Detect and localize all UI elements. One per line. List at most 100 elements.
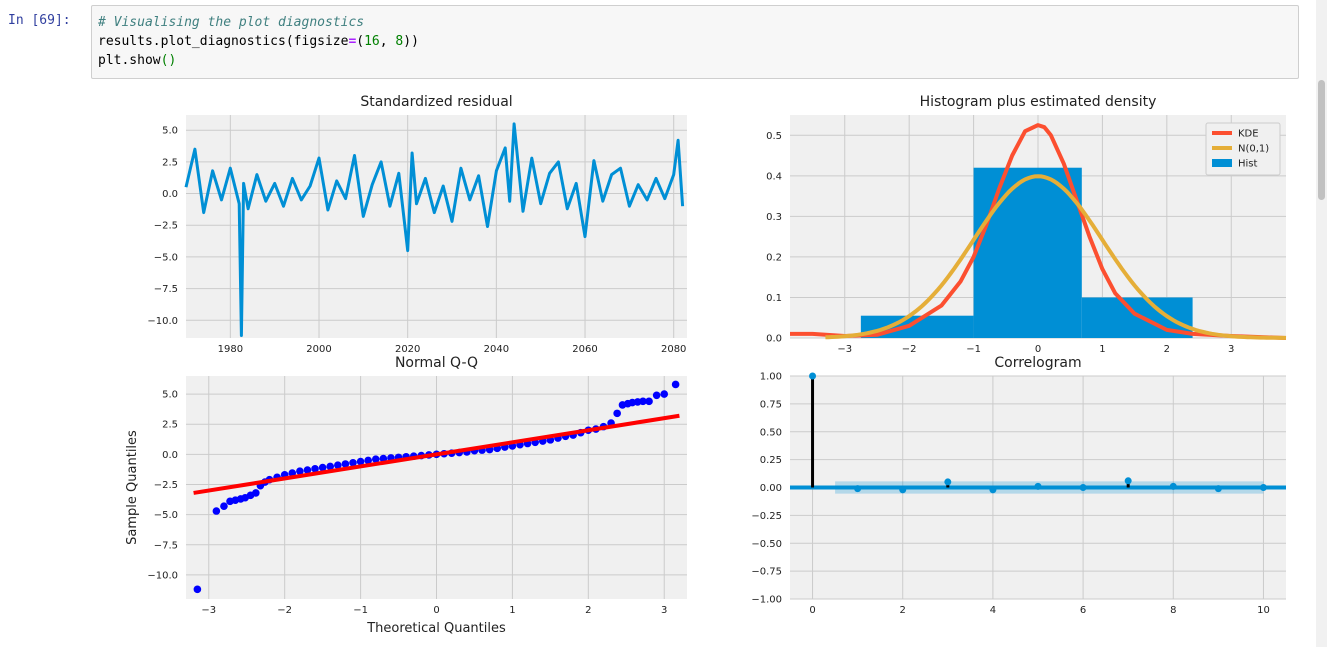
x-tick-label: 2040 — [484, 344, 509, 355]
y-tick-label: 0.25 — [760, 455, 782, 466]
y-tick-label: 2.5 — [162, 157, 178, 168]
y-tick-label: 0.75 — [760, 399, 782, 410]
chart-title: Correlogram — [994, 355, 1081, 371]
x-tick-label: 2080 — [661, 344, 686, 355]
y-tick-label: 1.00 — [760, 372, 782, 383]
acf-marker — [944, 478, 952, 486]
y-tick-label: −0.50 — [751, 539, 782, 550]
legend-swatch — [1212, 159, 1232, 167]
legend-label: N(0,1) — [1238, 144, 1269, 155]
qq-point — [356, 457, 365, 466]
y-tick-label: 0.50 — [760, 427, 782, 438]
x-tick-label: 1 — [509, 605, 515, 616]
x-tick-label: −3 — [837, 344, 852, 355]
qq-point — [326, 462, 335, 471]
qq-point — [334, 461, 342, 470]
x-tick-label: 2020 — [395, 344, 420, 355]
diagnostics-figure: 1980 2000 2020 2040 2060 20805.02.50.0−2.5−5.… — [125, 94, 1287, 636]
x-tick-label: 1 — [1099, 344, 1105, 355]
x-tick-label: −2 — [902, 344, 917, 355]
y-tick-label: −2.5 — [154, 480, 178, 491]
x-tick-label: 8 — [1170, 605, 1176, 616]
qq-point — [613, 409, 621, 418]
normal-density-line — [825, 174, 1286, 340]
y-tick-label: 0.3 — [766, 212, 782, 223]
x-tick-label: −2 — [277, 605, 292, 616]
code-paren: ( — [356, 34, 365, 49]
acf-marker — [989, 486, 997, 494]
qq-point — [212, 507, 221, 515]
qq-point — [193, 585, 202, 594]
chart-panel-1: 1980 2000 2020 2040 2060 2080 5.0 2.5 0.0 −2.5 −5.… — [147, 94, 687, 355]
chart-title: Histogram plus estimated density — [920, 94, 1157, 110]
qq-point — [364, 456, 372, 465]
qq-point — [296, 467, 304, 476]
code-text: results.plot_diagnostics(figsize — [98, 34, 349, 49]
qq-point — [311, 465, 319, 473]
y-tick-label: 0.0 — [766, 334, 782, 345]
chart-panel-4: 0 2 4 6 8 10 1.00 0.75 0.50 0.25 0.00 −0.25 −0.50 −0.… — [751, 355, 1286, 616]
kde-line — [790, 123, 1287, 340]
acf-marker — [1214, 485, 1222, 493]
chart-title: Normal Q-Q — [395, 355, 478, 371]
y-tick-label: 2.5 — [162, 420, 178, 431]
x-tick-label: 2 — [585, 605, 591, 616]
legend: KDE N(0,1) Hist — [1205, 122, 1281, 176]
qq-point — [349, 458, 357, 467]
y-tick-label: 0.5 — [766, 131, 782, 142]
x-axis-label: Theoretical Quantiles — [366, 621, 506, 636]
scrollbar-thumb[interactable] — [1318, 80, 1325, 200]
acf-marker — [1124, 477, 1132, 485]
cell-prompt: In [69]: — [8, 13, 71, 28]
code-cell[interactable]: # Visualising the plot diagnostics resul… — [91, 5, 1299, 79]
x-tick-label: 3 — [661, 605, 667, 616]
acf-marker — [1079, 484, 1087, 491]
x-tick-label: 0 — [809, 605, 815, 616]
x-tick-label: 2060 — [572, 344, 597, 355]
x-tick-label: 2000 — [306, 344, 331, 355]
code-operator: = — [348, 34, 357, 49]
plot-area — [186, 115, 687, 338]
acf-marker — [1034, 482, 1042, 490]
x-tick-label: −1 — [353, 605, 368, 616]
code-paren: () — [160, 53, 177, 68]
y-tick-label: 5.0 — [162, 390, 178, 401]
y-tick-label: −1.00 — [751, 595, 782, 606]
acf-marker — [854, 485, 862, 493]
histogram-bar — [973, 167, 1082, 338]
acf-marker — [899, 486, 907, 494]
y-tick-label: 0.4 — [766, 171, 782, 182]
code-number: 8 — [395, 34, 404, 49]
page-scrollbar[interactable] — [1316, 0, 1327, 647]
y-axis-label: Sample Quantiles — [125, 430, 140, 545]
qq-point — [341, 460, 350, 468]
y-tick-label: −7.5 — [154, 540, 178, 551]
residual-series-line — [184, 122, 685, 337]
y-tick-label: −10.0 — [147, 570, 178, 581]
y-tick-label: −7.5 — [154, 284, 178, 295]
y-tick-label: −5.0 — [154, 510, 178, 521]
x-tick-label: 2 — [900, 605, 906, 616]
code-editor[interactable]: # Visualising the plot diagnostics resul… — [98, 13, 419, 70]
acf-marker — [1169, 482, 1177, 490]
qq-point — [303, 466, 312, 474]
qq-point — [371, 455, 380, 463]
x-tick-label: 0 — [1035, 344, 1041, 355]
qq-reference-line — [193, 413, 680, 495]
qq-point — [671, 380, 680, 389]
chart-panel-3: −3 −2 −1 0 1 2 3 5.0 2.5 0.0 −2.5 −5.0 −7.5 −10.0 Norm… — [125, 355, 687, 636]
y-tick-label: 0.2 — [766, 252, 782, 263]
x-tick-label: 1980 — [218, 344, 243, 355]
y-tick-label: 0.1 — [766, 293, 782, 304]
y-tick-label: −10.0 — [147, 316, 178, 327]
y-tick-label: −0.25 — [751, 511, 782, 522]
x-tick-label: 4 — [990, 605, 996, 616]
y-tick-label: −5.0 — [154, 252, 178, 263]
legend-label: KDE — [1238, 129, 1259, 140]
qq-point — [645, 397, 653, 406]
acf-marker — [1259, 484, 1267, 491]
y-tick-label: 0.0 — [162, 450, 178, 461]
qq-point — [220, 502, 228, 510]
x-tick-label: −1 — [966, 344, 981, 355]
qq-point — [652, 391, 661, 400]
